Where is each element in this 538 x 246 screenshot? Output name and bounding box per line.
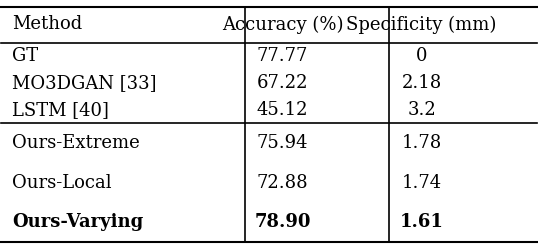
- Text: 77.77: 77.77: [257, 47, 308, 65]
- Text: 0: 0: [416, 47, 427, 65]
- Text: Ours-Local: Ours-Local: [12, 174, 112, 192]
- Text: Ours-Extreme: Ours-Extreme: [12, 134, 140, 152]
- Text: 2.18: 2.18: [401, 74, 442, 92]
- Text: 1.74: 1.74: [401, 174, 442, 192]
- Text: Accuracy (%): Accuracy (%): [222, 15, 343, 34]
- Text: 45.12: 45.12: [257, 101, 308, 119]
- Text: 3.2: 3.2: [407, 101, 436, 119]
- Text: 1.78: 1.78: [401, 134, 442, 152]
- Text: Specificity (mm): Specificity (mm): [346, 15, 497, 34]
- Text: 75.94: 75.94: [257, 134, 308, 152]
- Text: GT: GT: [12, 47, 38, 65]
- Text: 78.90: 78.90: [254, 213, 310, 231]
- Text: MO3DGAN [33]: MO3DGAN [33]: [12, 74, 157, 92]
- Text: Ours-Varying: Ours-Varying: [12, 213, 143, 231]
- Text: Method: Method: [12, 15, 82, 33]
- Text: 72.88: 72.88: [257, 174, 308, 192]
- Text: 67.22: 67.22: [257, 74, 308, 92]
- Text: LSTM [40]: LSTM [40]: [12, 101, 109, 119]
- Text: 1.61: 1.61: [400, 213, 443, 231]
